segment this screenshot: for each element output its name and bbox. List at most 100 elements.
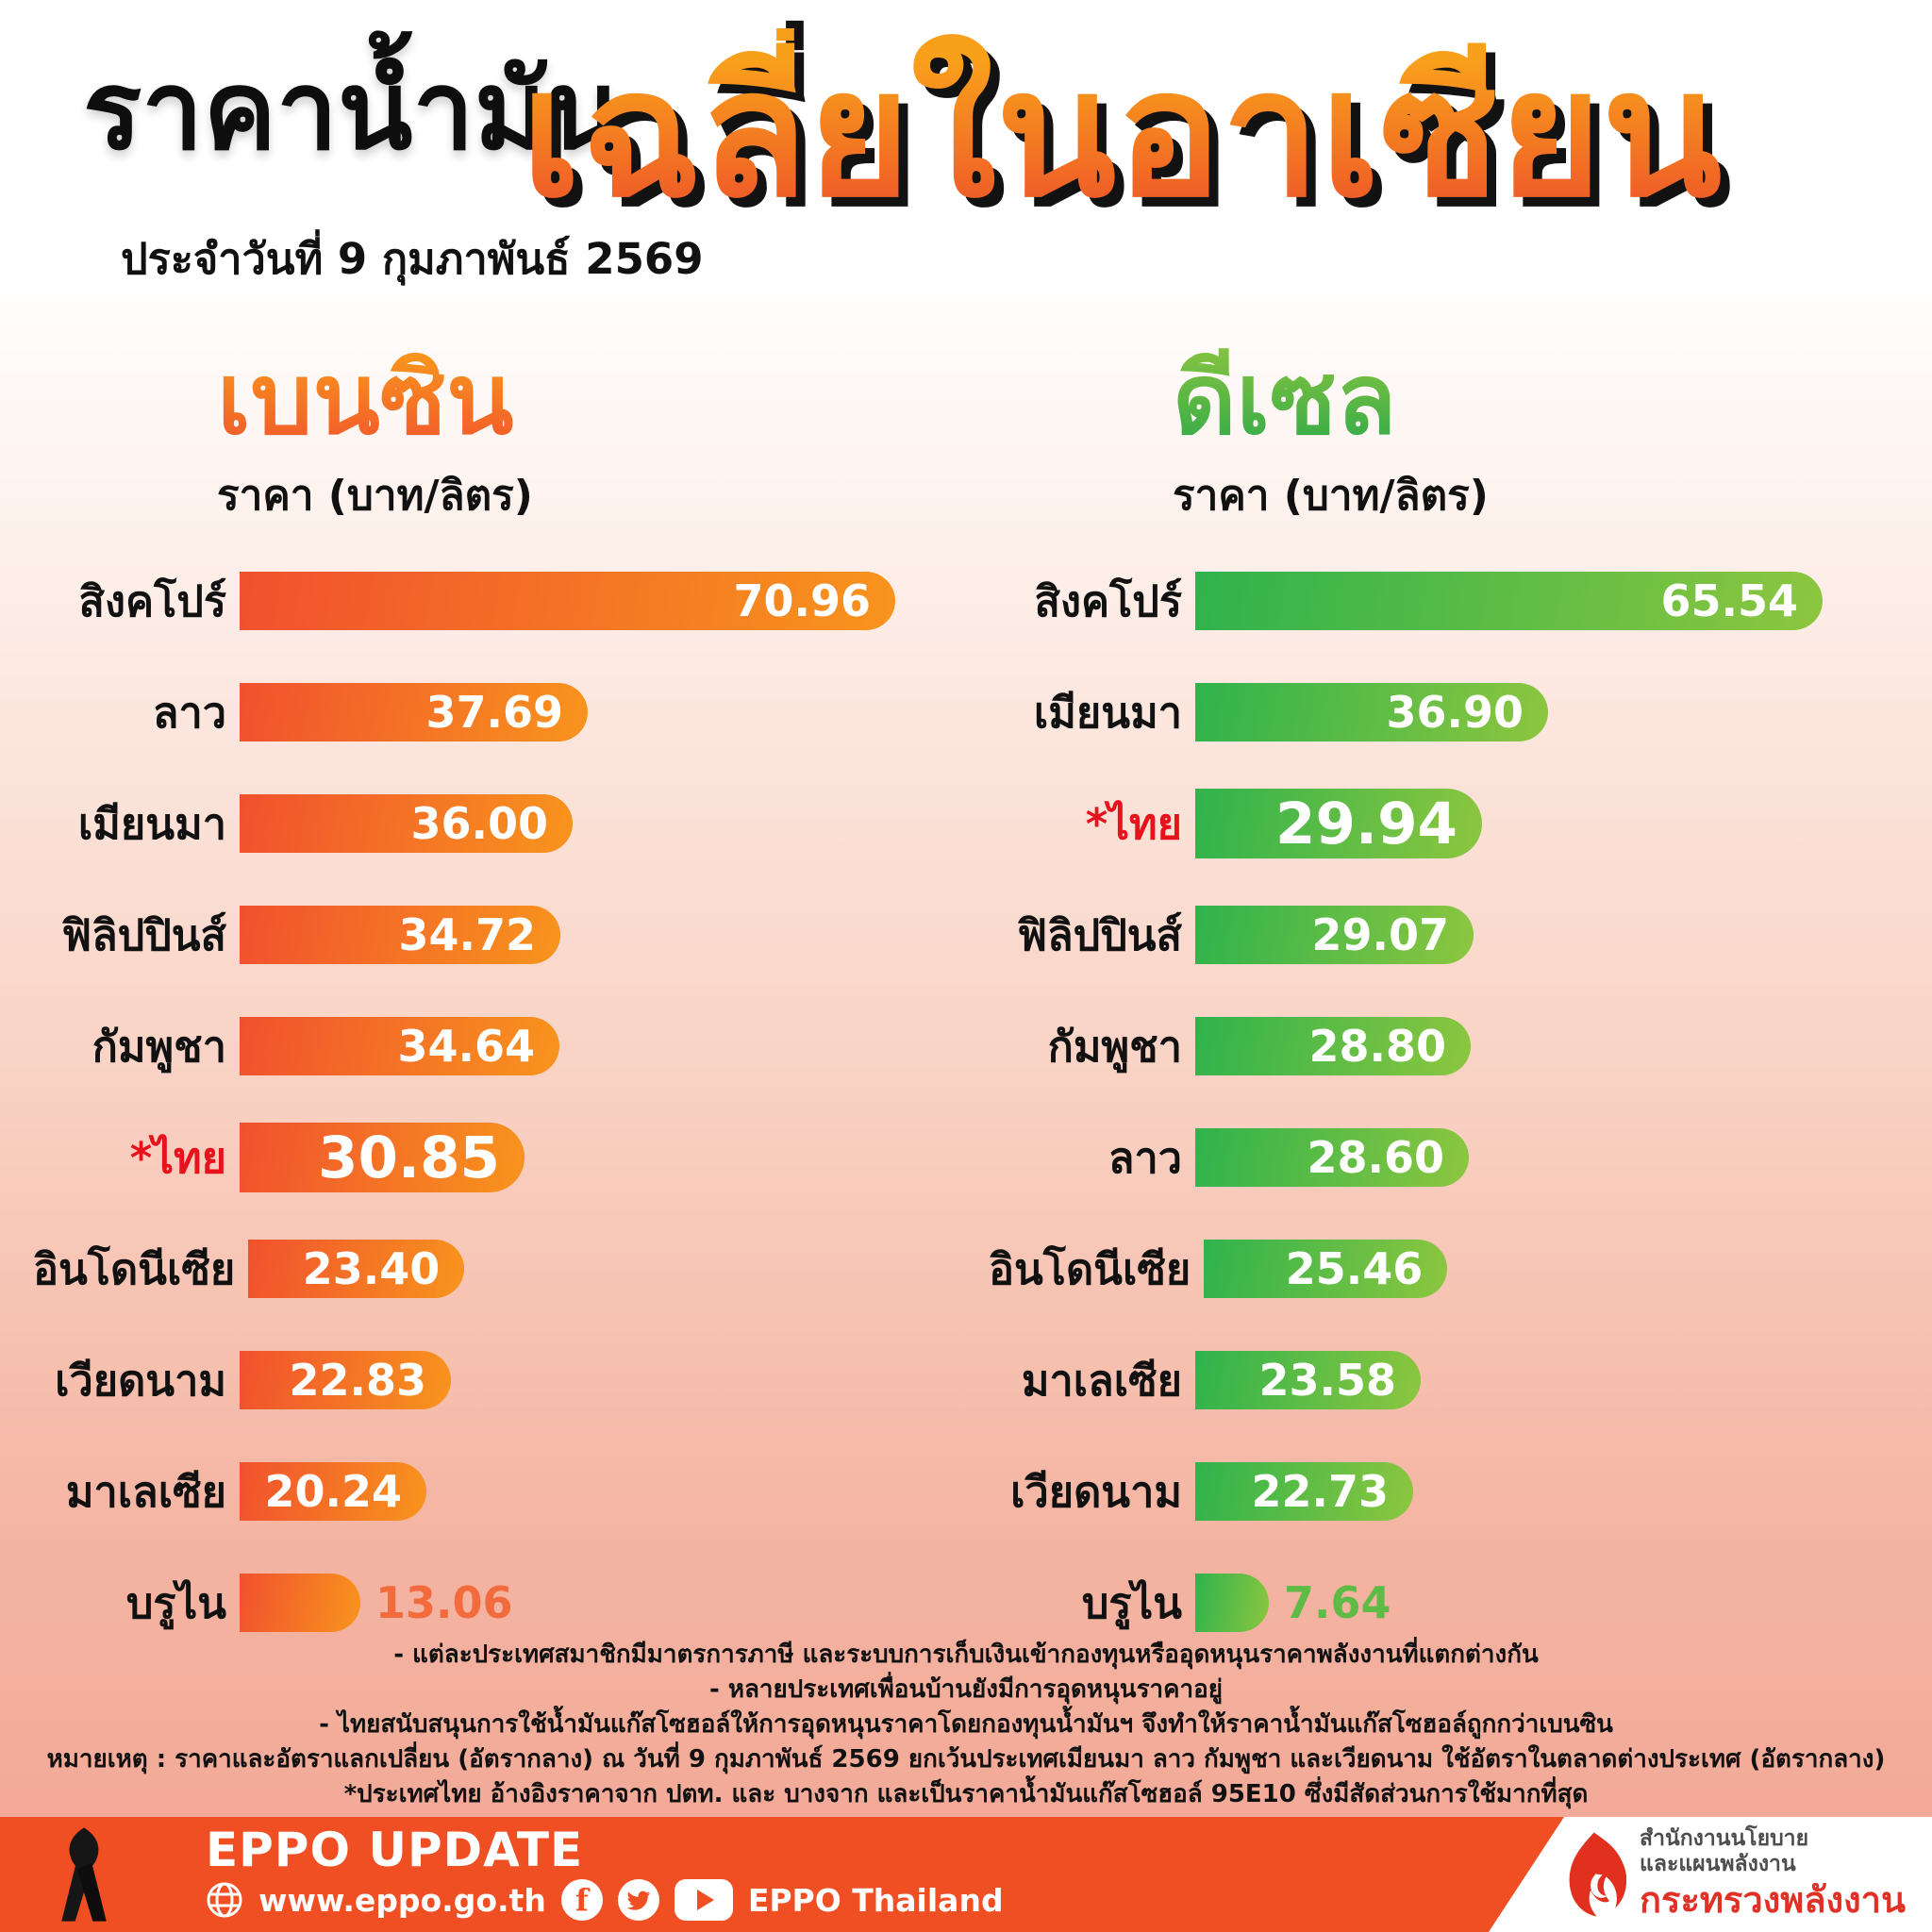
price-bar: 37.69 [240, 683, 588, 741]
country-label: ฟิลิปปินส์ [61, 910, 226, 960]
footer-links: www.eppo.go.th f EPPO Thailand [206, 1879, 1004, 1921]
country-label: *ไทย [1085, 799, 1182, 849]
chart-row: *ไทย 29.94 [989, 768, 1932, 879]
country-label: เมียนมา [1033, 688, 1182, 738]
bar-track: 22.83 [240, 1351, 451, 1409]
facebook-icon[interactable]: f [560, 1879, 603, 1921]
eppo-flame-logo [1569, 1832, 1627, 1917]
country-label: กัมพูชา [92, 1022, 226, 1072]
bar-rows: สิงคโปร์ 70.96 ลาว 37.69 เมียนมา 36.00 ฟิลิปปิ… [33, 545, 962, 1658]
unit-label: ราคา (บาท/ลิตร) [217, 472, 533, 520]
agency-name-line2: และแผนพลังงาน [1640, 1852, 1796, 1877]
date-subtitle: ประจำวันที่ 9 กุมภาพันธ์ 2569 [121, 234, 704, 284]
website-link[interactable]: www.eppo.go.th [258, 1881, 546, 1919]
chart-row: เมียนมา 36.00 [33, 768, 962, 879]
chart-row: อินโดนีเซีย 23.40 [33, 1213, 962, 1324]
country-label: กัมพูชา [1047, 1022, 1182, 1072]
price-value: 30.85 [318, 1124, 500, 1191]
price-value: 29.94 [1275, 790, 1457, 858]
chart-row: เวียดนาม 22.73 [989, 1436, 1932, 1547]
bar-rows: สิงคโปร์ 65.54 เมียนมา 36.90 *ไทย 29.94 ฟิลิปป… [989, 545, 1932, 1658]
country-label: ลาว [1108, 1133, 1182, 1183]
page-title-accent-text: เฉลี่ยในอาเซียน [521, 28, 1722, 239]
price-value: 28.80 [1308, 1021, 1446, 1072]
price-bar: 20.24 [240, 1462, 426, 1521]
country-label: อินโดนีเซีย [33, 1244, 236, 1294]
price-bar: 29.94 [1195, 789, 1482, 858]
footer-brand: EPPO UPDATE [206, 1823, 584, 1877]
price-value: 70.96 [733, 575, 871, 626]
bar-track: 7.64 [1195, 1574, 1391, 1632]
country-label: อินโดนีเซีย [989, 1244, 1191, 1294]
agency-ministry: กระทรวงพลังงาน [1640, 1878, 1906, 1921]
price-bar: 70.96 [240, 572, 895, 630]
chart-row: อินโดนีเซีย 25.46 [989, 1213, 1932, 1324]
country-label: ลาว [152, 688, 226, 738]
chart-row: บรูไน 7.64 [989, 1547, 1932, 1658]
price-bar: 65.54 [1195, 572, 1823, 630]
price-value: 7.64 [1284, 1577, 1391, 1628]
price-bar: 30.85 [240, 1123, 525, 1192]
footnote-line: หมายเหตุ : ราคาและอัตราแลกเปลี่ยน (อัตรา… [46, 1745, 1886, 1774]
footnote-line: *ประเทศไทย อ้างอิงราคาจาก ปตท. และ บางจา… [343, 1780, 1589, 1808]
price-bar: 36.00 [240, 794, 573, 853]
agency-badge: สำนักงานนโยบาย และแผนพลังงาน กระทรวงพลัง… [1489, 1817, 1932, 1932]
bar-track: 29.07 [1195, 906, 1474, 964]
price-value: 23.40 [302, 1243, 441, 1294]
footnote-line: - แต่ละประเทศสมาชิกมีมาตรการภาษี และระบบ… [393, 1641, 1539, 1669]
chart-row: บรูไน 13.06 [33, 1547, 962, 1658]
price-bar: 34.64 [240, 1017, 559, 1075]
country-label: มาเลเซีย [65, 1467, 226, 1517]
price-value: 13.06 [375, 1577, 513, 1628]
country-label: *ไทย [129, 1133, 226, 1183]
price-bar: 36.90 [1195, 683, 1548, 741]
chart-row: ลาว 28.60 [989, 1102, 1932, 1213]
chart-row: สิงคโปร์ 70.96 [33, 545, 962, 657]
country-label: เวียดนาม [1010, 1467, 1182, 1517]
unit-label: ราคา (บาท/ลิตร) [1173, 472, 1489, 520]
bar-track: 37.69 [240, 683, 588, 741]
price-bar: 23.40 [248, 1240, 465, 1298]
page-title-accent: เฉลี่ยในอาเซียน เฉลี่ยในอาเซียน [521, 28, 1731, 245]
bar-track: 13.06 [240, 1574, 513, 1632]
footer-bar: EPPO UPDATE www.eppo.go.th f EPPO Thaila… [0, 1817, 1932, 1932]
price-bar: 28.80 [1195, 1017, 1471, 1075]
country-label: สิงคโปร์ [78, 576, 226, 626]
bar-track: 25.46 [1204, 1240, 1448, 1298]
chart-row: สิงคโปร์ 65.54 [989, 545, 1932, 657]
price-value: 37.69 [425, 687, 563, 738]
chart-row: ฟิลิปปินส์ 29.07 [989, 879, 1932, 991]
chart-row: เวียดนาม 22.83 [33, 1324, 962, 1436]
price-bar: 22.83 [240, 1351, 451, 1409]
price-value: 20.24 [264, 1466, 402, 1517]
price-value: 28.60 [1307, 1132, 1444, 1183]
bar-track: 29.94 [1195, 789, 1482, 858]
price-bar: 34.72 [240, 906, 560, 964]
price-bar: 22.73 [1195, 1462, 1413, 1521]
bar-track: 36.00 [240, 794, 573, 853]
country-label: บรูไน [125, 1578, 226, 1628]
price-bar [1195, 1574, 1269, 1632]
price-value: 34.72 [398, 909, 536, 960]
price-bar: 29.07 [1195, 906, 1474, 964]
chart-row: มาเลเซีย 20.24 [33, 1436, 962, 1547]
price-value: 23.58 [1258, 1355, 1396, 1406]
price-value: 36.90 [1386, 687, 1524, 738]
price-value: 22.73 [1251, 1466, 1389, 1517]
price-value: 25.46 [1285, 1243, 1424, 1294]
twitter-icon[interactable] [617, 1879, 659, 1921]
benzin-chart: เบนซิน ราคา (บาท/ลิตร) สิงคโปร์ 70.96 ลาว 3… [33, 338, 962, 1658]
page-title: ราคาน้ำมัน [83, 47, 622, 175]
bar-track: 23.58 [1195, 1351, 1421, 1409]
country-label: ฟิลิปปินส์ [1017, 910, 1182, 960]
chart-row: *ไทย 30.85 [33, 1102, 962, 1213]
footnote-line: - ไทยสนับสนุนการใช้น้ำมันแก๊สโซฮอล์ให้กา… [319, 1710, 1613, 1739]
price-value: 29.07 [1311, 909, 1449, 960]
youtube-icon[interactable] [674, 1879, 733, 1921]
country-label: สิงคโปร์ [1034, 576, 1182, 626]
country-label: เวียดนาม [55, 1356, 226, 1406]
bar-track: 20.24 [240, 1462, 426, 1521]
bar-track: 34.64 [240, 1017, 559, 1075]
bar-track: 65.54 [1195, 572, 1823, 630]
price-value: 34.64 [397, 1021, 535, 1072]
